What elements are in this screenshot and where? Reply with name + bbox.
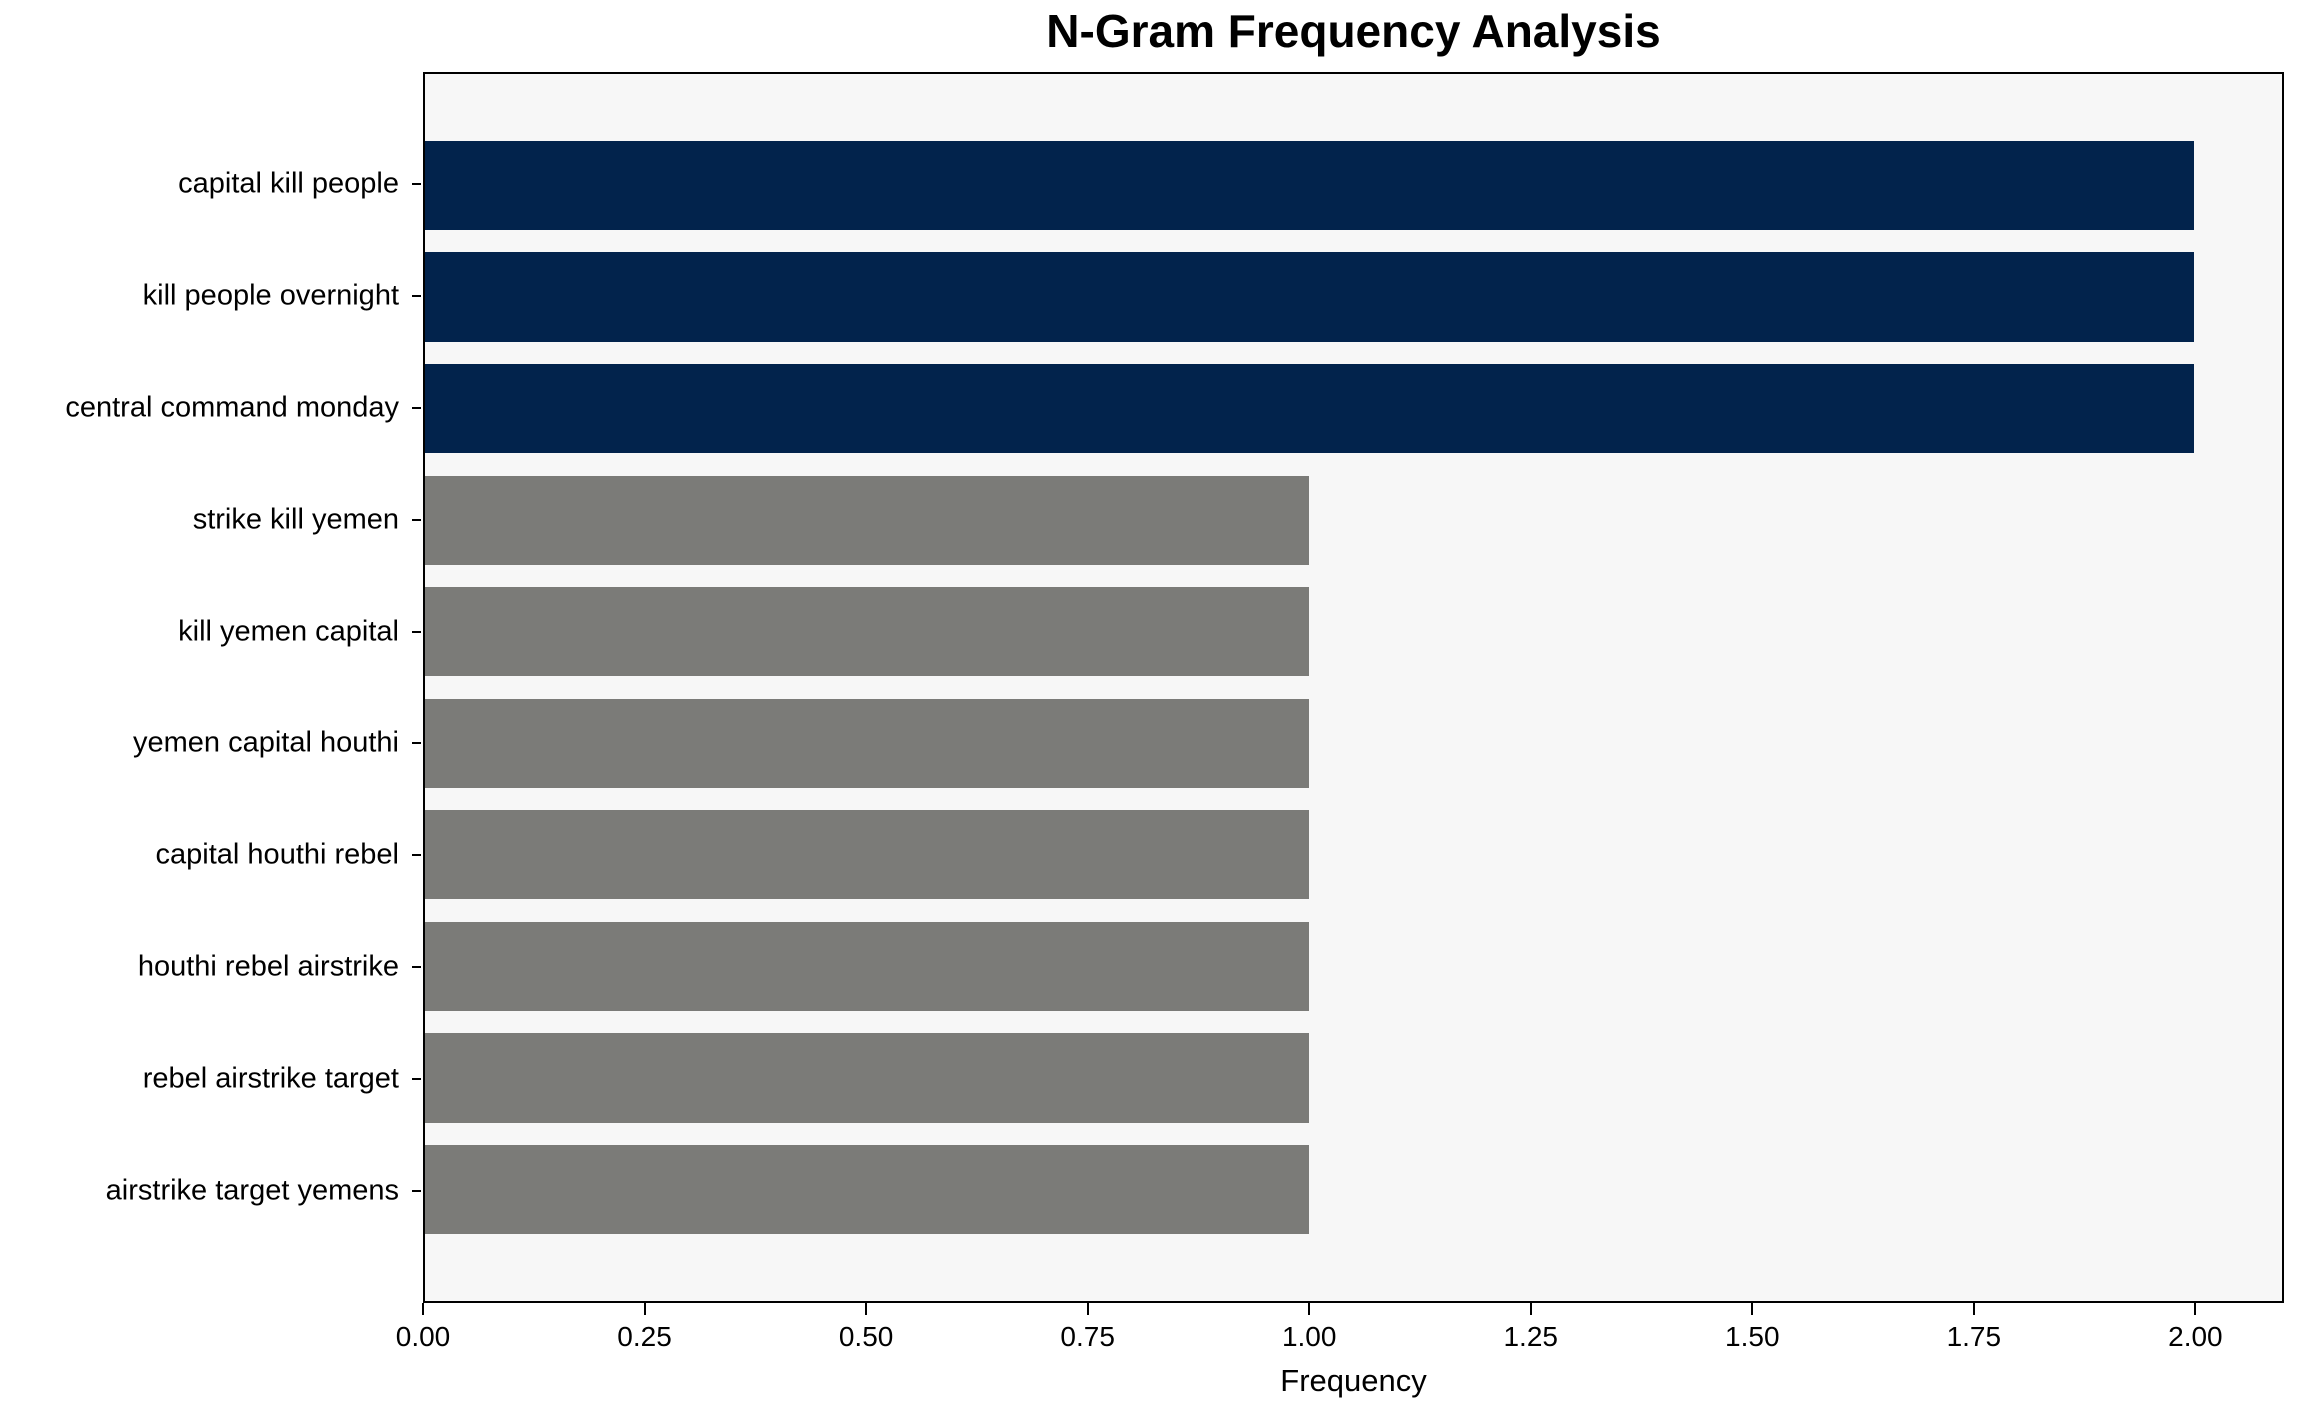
x-tick-label: 0.75 xyxy=(1060,1321,1115,1352)
x-tick-label: 0.25 xyxy=(617,1321,672,1352)
bar xyxy=(425,475,1310,565)
bar xyxy=(425,140,2194,231)
y-tick-mark xyxy=(412,518,421,521)
bar xyxy=(425,252,2194,342)
x-tick-mark xyxy=(1086,1303,1089,1315)
y-tick-mark xyxy=(412,406,421,409)
x-tick-mark xyxy=(422,1303,424,1315)
y-tick-label: strike kill yemen xyxy=(192,503,399,536)
y-tick-label: yemen capital houthi xyxy=(133,726,399,759)
x-tick-label: 1.75 xyxy=(1946,1321,2002,1352)
x-tick-label: 1.25 xyxy=(1503,1321,1558,1352)
x-tick-mark xyxy=(2194,1303,2197,1315)
y-tick-label: airstrike target yemens xyxy=(105,1174,399,1207)
y-tick-label: kill yemen capital xyxy=(178,615,399,648)
x-tick-mark xyxy=(865,1303,868,1315)
y-tick-mark xyxy=(412,966,421,969)
y-axis-labels: capital kill people kill people overnight… xyxy=(0,72,421,1303)
bar xyxy=(425,1033,1310,1123)
y-tick-label: houthi rebel airstrike xyxy=(137,950,399,983)
y-tick-mark xyxy=(412,294,421,297)
y-tick-label: rebel airstrike target xyxy=(142,1062,399,1095)
x-axis-title: Frequency xyxy=(1280,1363,1427,1398)
x-tick-label: 2.00 xyxy=(2168,1321,2223,1352)
x-tick-label: 0.50 xyxy=(838,1321,894,1352)
x-tick-mark xyxy=(1308,1303,1311,1315)
x-tick-mark xyxy=(1972,1303,1975,1315)
bar xyxy=(425,810,1310,900)
x-tick-label: 0.00 xyxy=(395,1321,451,1352)
y-tick-mark xyxy=(412,1190,421,1193)
y-tick-mark xyxy=(412,630,421,633)
y-tick-mark xyxy=(412,742,421,745)
y-tick-label: capital houthi rebel xyxy=(155,838,399,871)
x-tick-label: 1.00 xyxy=(1281,1321,1337,1352)
bar xyxy=(425,587,1310,677)
x-tick-mark xyxy=(1529,1303,1532,1315)
y-tick-mark xyxy=(412,1078,421,1081)
y-tick-label: kill people overnight xyxy=(142,279,399,312)
y-tick-mark xyxy=(412,854,421,857)
plot-area xyxy=(423,72,2284,1303)
y-tick-mark xyxy=(412,182,421,185)
bar xyxy=(425,698,1310,788)
bar xyxy=(425,1144,1310,1235)
x-tick-label: 1.50 xyxy=(1725,1321,1780,1352)
x-axis: 0.00 0.25 0.50 0.75 1.00 1.25 1.50 1.75 2.00 xyxy=(396,1303,2284,1373)
bar xyxy=(425,364,2194,454)
y-tick-label: capital kill people xyxy=(178,167,399,200)
x-tick-mark xyxy=(1751,1303,1754,1315)
x-tick-mark xyxy=(643,1303,646,1315)
bar xyxy=(425,921,1310,1011)
y-tick-label: central command monday xyxy=(65,391,399,424)
chart-title: N-Gram Frequency Analysis xyxy=(1046,5,1661,57)
